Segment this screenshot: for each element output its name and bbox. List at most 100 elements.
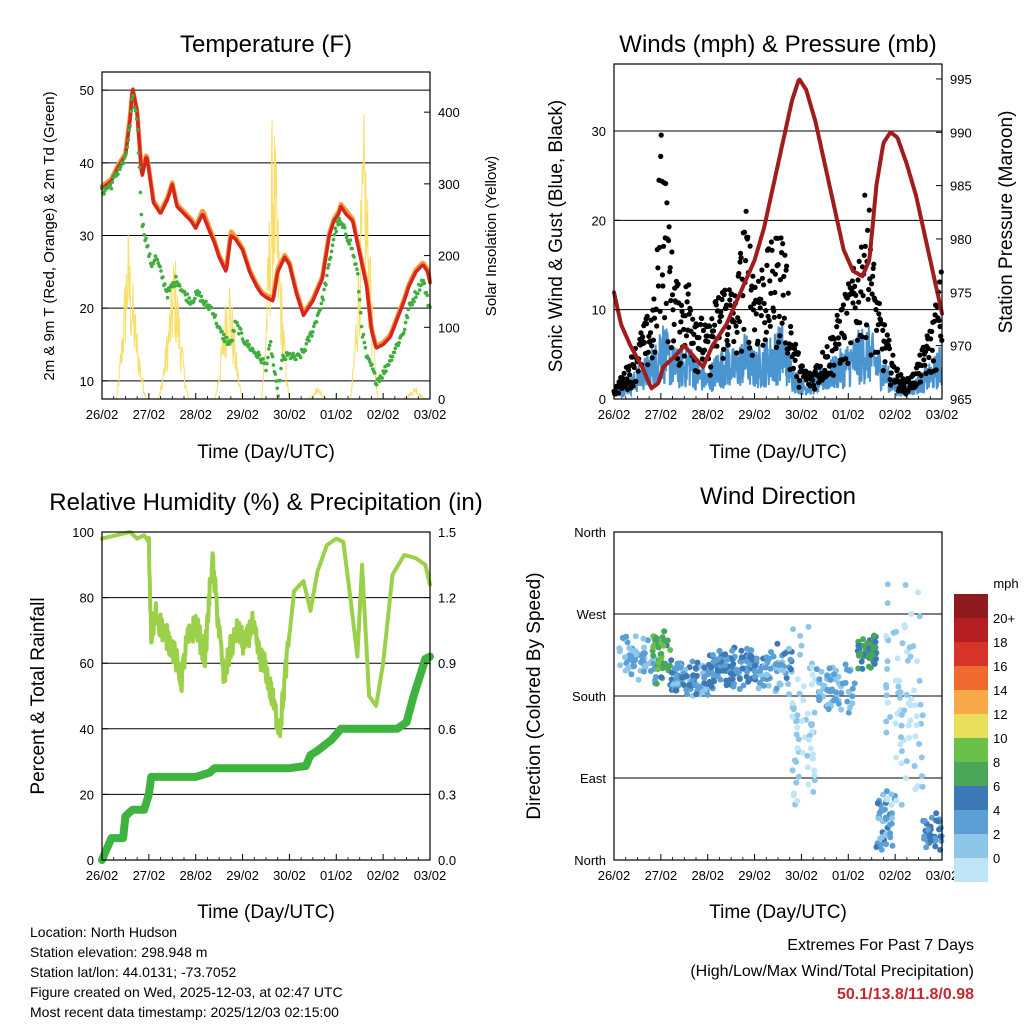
- dewpoint-point: [182, 289, 187, 294]
- direction-point: [901, 707, 908, 714]
- insolation-line-day-7: [401, 387, 426, 400]
- gust-point: [793, 341, 799, 347]
- dewpoint-point: [279, 366, 283, 371]
- gust-point: [859, 334, 865, 340]
- gust-point: [658, 153, 664, 159]
- dewpoint-point: [425, 293, 430, 298]
- dewpoint-point: [331, 237, 336, 242]
- gust-point: [708, 364, 714, 370]
- direction-point: [903, 691, 910, 698]
- gust-point: [736, 318, 743, 325]
- x-tick-label: 28/02: [691, 868, 724, 883]
- dewpoint-point: [380, 376, 385, 380]
- y2-tick-label: 1.2: [438, 591, 456, 606]
- dewpoint-point: [324, 283, 328, 287]
- direction-point: [721, 662, 728, 669]
- gust-point: [861, 252, 867, 258]
- x-tick-label: 01/02: [320, 407, 353, 422]
- gust-point: [718, 313, 725, 319]
- direction-point: [883, 788, 890, 795]
- x-tick-label: 29/02: [738, 407, 771, 422]
- gust-point: [780, 241, 786, 247]
- dewpoint-point: [164, 289, 169, 294]
- legend-swatch: [954, 666, 988, 690]
- gust-point: [858, 244, 865, 250]
- dewpoint-point: [355, 267, 359, 271]
- dewpoint-point: [377, 379, 382, 384]
- direction-point: [644, 637, 651, 644]
- gust-point: [827, 362, 833, 368]
- temperature-panel: Temperature (F) 26/02 27/02 28/02 29/02 30/0…: [41, 31, 500, 463]
- direction-point: [661, 628, 668, 635]
- direction-point: [883, 718, 890, 725]
- direction-point: [720, 667, 727, 674]
- direction-point: [764, 672, 771, 679]
- gust-point: [852, 283, 858, 289]
- dewpoint-point: [222, 332, 226, 337]
- direction-cluster-7: [813, 661, 858, 716]
- gust-point: [759, 267, 765, 273]
- direction-point: [898, 748, 905, 755]
- dewpoint-point: [116, 172, 120, 176]
- y-tick-label: 50: [80, 83, 94, 98]
- direction-point: [723, 682, 730, 689]
- gust-point: [788, 330, 794, 336]
- direction-point: [884, 581, 891, 588]
- direction-point: [811, 772, 818, 779]
- dewpoint-point: [267, 347, 271, 351]
- gust-point: [870, 273, 876, 279]
- direction-point: [844, 666, 850, 673]
- sonic-wind-line: [613, 324, 943, 400]
- dewpoint-point: [139, 212, 144, 217]
- legend-swatch: [954, 690, 988, 714]
- direction-point: [883, 632, 890, 639]
- gust-point: [677, 329, 683, 335]
- legend-swatch: [954, 834, 988, 858]
- gust-point: [839, 306, 845, 312]
- gust-point: [709, 316, 715, 322]
- gust-point: [888, 370, 894, 376]
- dewpoint-point: [403, 320, 408, 325]
- dewpoint-point: [146, 244, 150, 248]
- gust-point: [696, 335, 702, 341]
- dewpoint-point: [129, 109, 133, 113]
- legend-swatch: [954, 642, 988, 666]
- dewpoint-point: [414, 295, 418, 300]
- dewpoint-point: [390, 354, 395, 359]
- dewpoint-point: [332, 232, 337, 237]
- dewpoint-point: [372, 371, 377, 375]
- gust-point: [880, 327, 886, 333]
- direction-point: [789, 713, 796, 720]
- footer-created: Figure created on Wed, 2025-12-03, at 02…: [30, 984, 343, 1000]
- direction-point: [855, 652, 862, 659]
- direction-point: [888, 801, 895, 808]
- direction-point: [883, 841, 889, 848]
- direction-point: [714, 667, 721, 674]
- direction-point: [752, 662, 759, 669]
- gust-point: [824, 344, 830, 350]
- direction-point: [744, 645, 750, 652]
- x-tick-label: 01/02: [832, 407, 865, 422]
- direction-point: [897, 741, 904, 748]
- gust-point: [794, 373, 800, 380]
- direction-cluster-8: [854, 632, 880, 672]
- gust-point: [713, 302, 719, 308]
- x-tick-label: 27/02: [133, 407, 166, 422]
- gust-point: [776, 313, 782, 319]
- legend-swatch: [954, 810, 988, 834]
- gust-point: [710, 334, 716, 340]
- gust-point: [734, 350, 740, 356]
- direction-point: [877, 841, 884, 848]
- direction-point: [844, 698, 851, 705]
- dewpoint-point: [363, 345, 368, 350]
- gust-point: [762, 337, 768, 343]
- y2-tick-label: 200: [438, 249, 460, 264]
- direction-point: [849, 700, 856, 707]
- direction-point: [635, 676, 642, 683]
- humidity-title: Relative Humidity (%) & Precipitation (i…: [49, 489, 482, 516]
- gust-point: [933, 367, 939, 373]
- dewpoint-point: [278, 378, 282, 383]
- dewpoint-point: [310, 334, 314, 338]
- direction-point: [757, 667, 763, 674]
- direction-point: [653, 635, 660, 641]
